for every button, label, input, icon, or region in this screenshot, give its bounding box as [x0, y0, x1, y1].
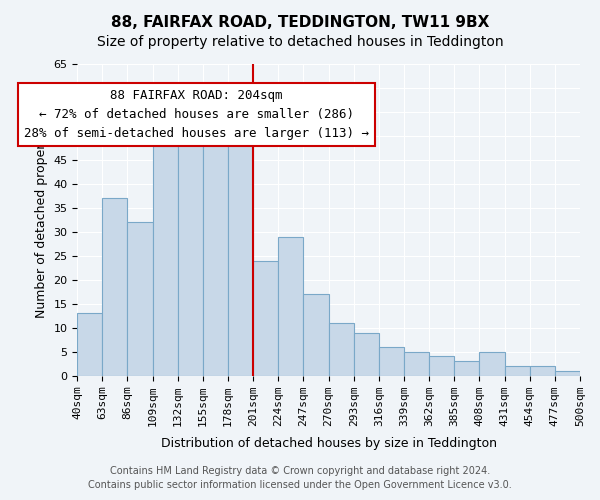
Bar [304, 294, 329, 376]
Bar [127, 222, 152, 376]
Bar [353, 332, 379, 376]
Text: Contains HM Land Registry data © Crown copyright and database right 2024.
Contai: Contains HM Land Registry data © Crown c… [88, 466, 512, 490]
Text: 88, FAIRFAX ROAD, TEDDINGTON, TW11 9BX: 88, FAIRFAX ROAD, TEDDINGTON, TW11 9BX [111, 15, 489, 30]
Bar [178, 116, 203, 376]
Bar [404, 352, 429, 376]
X-axis label: Distribution of detached houses by size in Teddington: Distribution of detached houses by size … [161, 437, 497, 450]
Text: 88 FAIRFAX ROAD: 204sqm
← 72% of detached houses are smaller (286)
28% of semi-d: 88 FAIRFAX ROAD: 204sqm ← 72% of detache… [24, 89, 369, 140]
Bar [203, 131, 228, 376]
Bar [454, 362, 479, 376]
Text: Size of property relative to detached houses in Teddington: Size of property relative to detached ho… [97, 35, 503, 49]
Bar [278, 236, 304, 376]
Y-axis label: Number of detached properties: Number of detached properties [35, 122, 47, 318]
Bar [479, 352, 505, 376]
Bar [429, 356, 454, 376]
Bar [505, 366, 530, 376]
Bar [379, 347, 404, 376]
Bar [329, 323, 353, 376]
Bar [102, 198, 127, 376]
Bar [228, 140, 253, 376]
Bar [77, 314, 102, 376]
Bar [152, 146, 178, 376]
Bar [530, 366, 555, 376]
Bar [555, 371, 580, 376]
Bar [253, 260, 278, 376]
